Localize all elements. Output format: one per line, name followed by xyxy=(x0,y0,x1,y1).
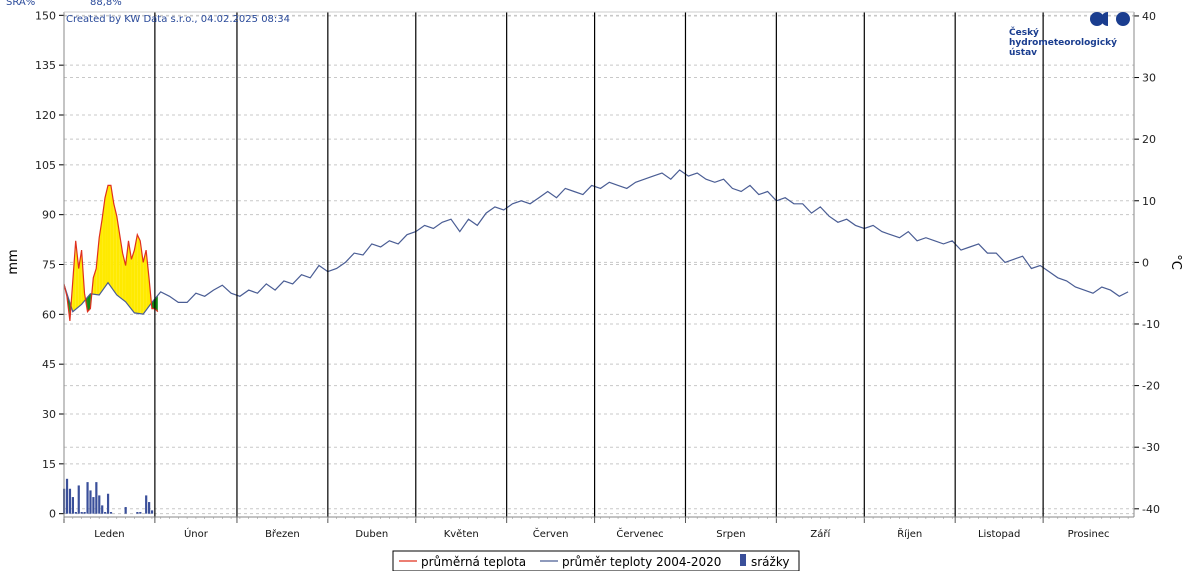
y-tick-label-left: 30 xyxy=(42,408,56,421)
precip-bar xyxy=(139,512,142,514)
credit-text: Created by KW Data s.r.o., 04.02.2025 08… xyxy=(66,14,290,25)
precip-bar xyxy=(109,512,113,514)
y-tick-label-left: 15 xyxy=(42,458,56,471)
legend-label-precip: srážky xyxy=(751,555,789,569)
x-tick-label: Květen xyxy=(444,528,479,540)
header-label: SRA% xyxy=(6,0,35,8)
y-tick-label-left: 75 xyxy=(42,259,56,272)
x-tick-label: Červen xyxy=(533,527,569,540)
precip-bar xyxy=(65,478,69,514)
x-tick-label: Březen xyxy=(265,528,300,540)
y-axis-right-label: °C xyxy=(1168,254,1183,270)
legend-swatch-precip xyxy=(740,554,746,566)
precip-bar xyxy=(77,485,80,514)
precip-bar xyxy=(80,512,83,514)
y-tick-label-right: 0 xyxy=(1142,256,1149,269)
warm-anomaly-area xyxy=(96,237,100,296)
x-tick-label: Srpen xyxy=(716,529,745,540)
warm-anomaly-area xyxy=(110,185,114,291)
warm-anomaly-area xyxy=(125,240,129,306)
y-tick-label-left: 150 xyxy=(35,9,56,22)
precip-bar xyxy=(68,488,72,514)
precip-bar xyxy=(71,497,74,514)
logo-circle-left xyxy=(1090,12,1104,26)
warm-anomaly-area xyxy=(102,197,106,291)
logo-circle-right xyxy=(1116,12,1130,26)
x-tick-label: Říjen xyxy=(897,527,922,540)
warm-anomaly-area xyxy=(113,203,117,296)
axes: 0 15 30 45 60 75 90 105 120 135 150 -40 -30 -20 -10 0 10… xyxy=(35,9,1160,540)
logo-line3: ústav xyxy=(1009,48,1037,58)
y-tick-label-right: 10 xyxy=(1142,195,1156,208)
warm-anomaly-area xyxy=(146,250,150,311)
y-tick-label-right: -20 xyxy=(1142,380,1160,393)
warm-anomaly-area xyxy=(131,250,135,313)
y-tick-label-right: 20 xyxy=(1142,133,1156,146)
warm-anomaly-area xyxy=(93,268,97,295)
warm-anomaly-area xyxy=(75,240,79,310)
warm-anomaly-area xyxy=(143,250,147,315)
cold-anomaly-area xyxy=(87,293,91,312)
y-tick-label-right: -10 xyxy=(1142,318,1160,331)
y-tick-label-right: 40 xyxy=(1142,10,1156,23)
y-tick-label-left: 105 xyxy=(35,159,56,172)
x-tick-label: Duben xyxy=(355,529,388,540)
warm-anomaly-area xyxy=(107,185,111,287)
x-tick-label: Leden xyxy=(94,529,124,540)
precip-bar xyxy=(92,497,95,514)
y-tick-label-left: 0 xyxy=(49,508,56,521)
series-lines xyxy=(63,169,1129,321)
warm-anomaly-area xyxy=(116,216,120,298)
y-tick-label-left: 90 xyxy=(42,209,56,222)
normal-temperature-line xyxy=(63,169,1129,315)
precip-bar xyxy=(136,512,139,514)
cold-anomaly-area xyxy=(154,295,158,312)
cold-anomaly-area xyxy=(151,298,155,309)
warm-anomaly-area xyxy=(134,234,138,314)
logo-line2: hydrometeorologický xyxy=(1009,38,1117,48)
warm-anomaly-area xyxy=(137,234,141,314)
legend: průměrná teplota průměr teploty 2004-202… xyxy=(392,550,800,571)
y-tick-label-right: -40 xyxy=(1142,503,1160,516)
precip-bar xyxy=(148,502,151,514)
precip-bar xyxy=(95,482,98,514)
precip-bar xyxy=(104,512,107,514)
legend-label-actual: průměrná teplota xyxy=(421,555,526,569)
month-dividers xyxy=(154,12,1044,517)
precip-bar xyxy=(106,493,110,514)
x-tick-label: Listopad xyxy=(978,529,1020,540)
precip-bar xyxy=(83,512,86,514)
x-tick-label: Září xyxy=(810,528,831,540)
precip-bar xyxy=(86,482,89,514)
precip-bar xyxy=(150,510,154,514)
y-tick-label-left: 60 xyxy=(42,308,56,321)
y-axis-left-label: mm xyxy=(6,249,21,274)
warm-anomaly-area xyxy=(99,219,103,296)
precip-bar xyxy=(74,512,77,514)
warm-anomaly-area xyxy=(122,253,126,302)
legend-box xyxy=(392,550,800,571)
precip-bar xyxy=(145,495,148,514)
precip-bar xyxy=(101,505,104,514)
logo-line1: Český xyxy=(1009,26,1039,38)
x-tick-label: Červenec xyxy=(616,527,663,540)
precip-bar xyxy=(98,495,101,514)
precip-bar xyxy=(124,507,127,514)
y-tick-label-left: 135 xyxy=(35,59,56,72)
grid xyxy=(64,14,1134,515)
actual-temperature-line xyxy=(63,184,159,321)
x-tick-label: Únor xyxy=(184,527,209,540)
y-tick-label-right: 30 xyxy=(1142,72,1156,85)
y-tick-label-left: 120 xyxy=(35,109,56,122)
logo-half-circle xyxy=(1101,12,1108,26)
warm-anomaly-area xyxy=(105,185,108,287)
y-tick-label-right: -30 xyxy=(1142,441,1160,454)
chmi-logo: Český hydrometeorologický ústav xyxy=(1009,12,1130,58)
legend-label-normal: průměr teploty 2004-2020 xyxy=(562,555,721,569)
x-tick-label: Prosinec xyxy=(1068,529,1110,540)
precip-bar xyxy=(89,490,92,514)
y-tick-label-left: 45 xyxy=(42,358,56,371)
header-value: 88,8% xyxy=(90,0,122,8)
